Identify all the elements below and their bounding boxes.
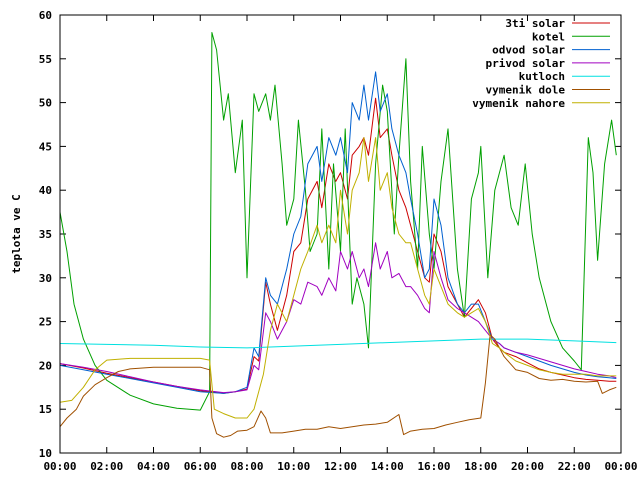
series-line-vymenik-nahore	[59, 137, 617, 419]
x-tick-label: 14:00	[371, 460, 404, 473]
y-tick-label: 25	[39, 316, 52, 329]
y-tick-label: 50	[39, 97, 52, 110]
x-tick-label: 08:00	[230, 460, 263, 473]
legend-label: vymenik dole	[486, 84, 566, 97]
y-tick-label: 10	[39, 447, 52, 460]
y-tick-label: 40	[39, 184, 52, 197]
y-tick-label: 45	[39, 140, 52, 153]
y-tick-label: 35	[39, 228, 52, 241]
legend-label: kutloch	[519, 70, 565, 83]
x-tick-label: 12:00	[324, 460, 357, 473]
x-tick-label: 22:00	[558, 460, 591, 473]
legend-label: vymenik nahore	[472, 97, 565, 110]
x-tick-label: 06:00	[184, 460, 217, 473]
x-tick-label: 04:00	[137, 460, 170, 473]
series-line-kutloch	[59, 338, 617, 349]
x-tick-label: 10:00	[277, 460, 310, 473]
y-tick-label: 60	[39, 9, 52, 22]
plot-frame	[59, 14, 622, 454]
axes: 10 15 20 25 30 35 40 45 50 55 60 00:00 02:00 04:00 06:…	[39, 9, 638, 473]
series-line-kotel	[59, 32, 617, 411]
series-group	[59, 32, 617, 438]
y-tick-label: 20	[39, 359, 52, 372]
y-tick-label: 55	[39, 53, 52, 66]
series-line-vymenik-dole	[59, 334, 617, 438]
x-tick-label: 00:00	[43, 460, 76, 473]
legend-label: kotel	[532, 30, 565, 43]
x-tick-label: 16:00	[417, 460, 450, 473]
y-tick-label: 15	[39, 403, 52, 416]
legend-label: odvod solar	[492, 44, 565, 57]
legend-label: privod solar	[486, 57, 566, 70]
x-tick-label: 18:00	[464, 460, 497, 473]
series-line-3ti-solar	[59, 97, 617, 394]
y-axis-label: teplota ve C	[10, 194, 23, 273]
series-line-privod-solar	[59, 242, 617, 394]
legend-label: 3ti solar	[505, 17, 565, 30]
y-tick-label: 30	[39, 272, 52, 285]
x-tick-label: 00:00	[604, 460, 637, 473]
x-tick-label: 20:00	[511, 460, 544, 473]
x-tick-label: 02:00	[90, 460, 123, 473]
